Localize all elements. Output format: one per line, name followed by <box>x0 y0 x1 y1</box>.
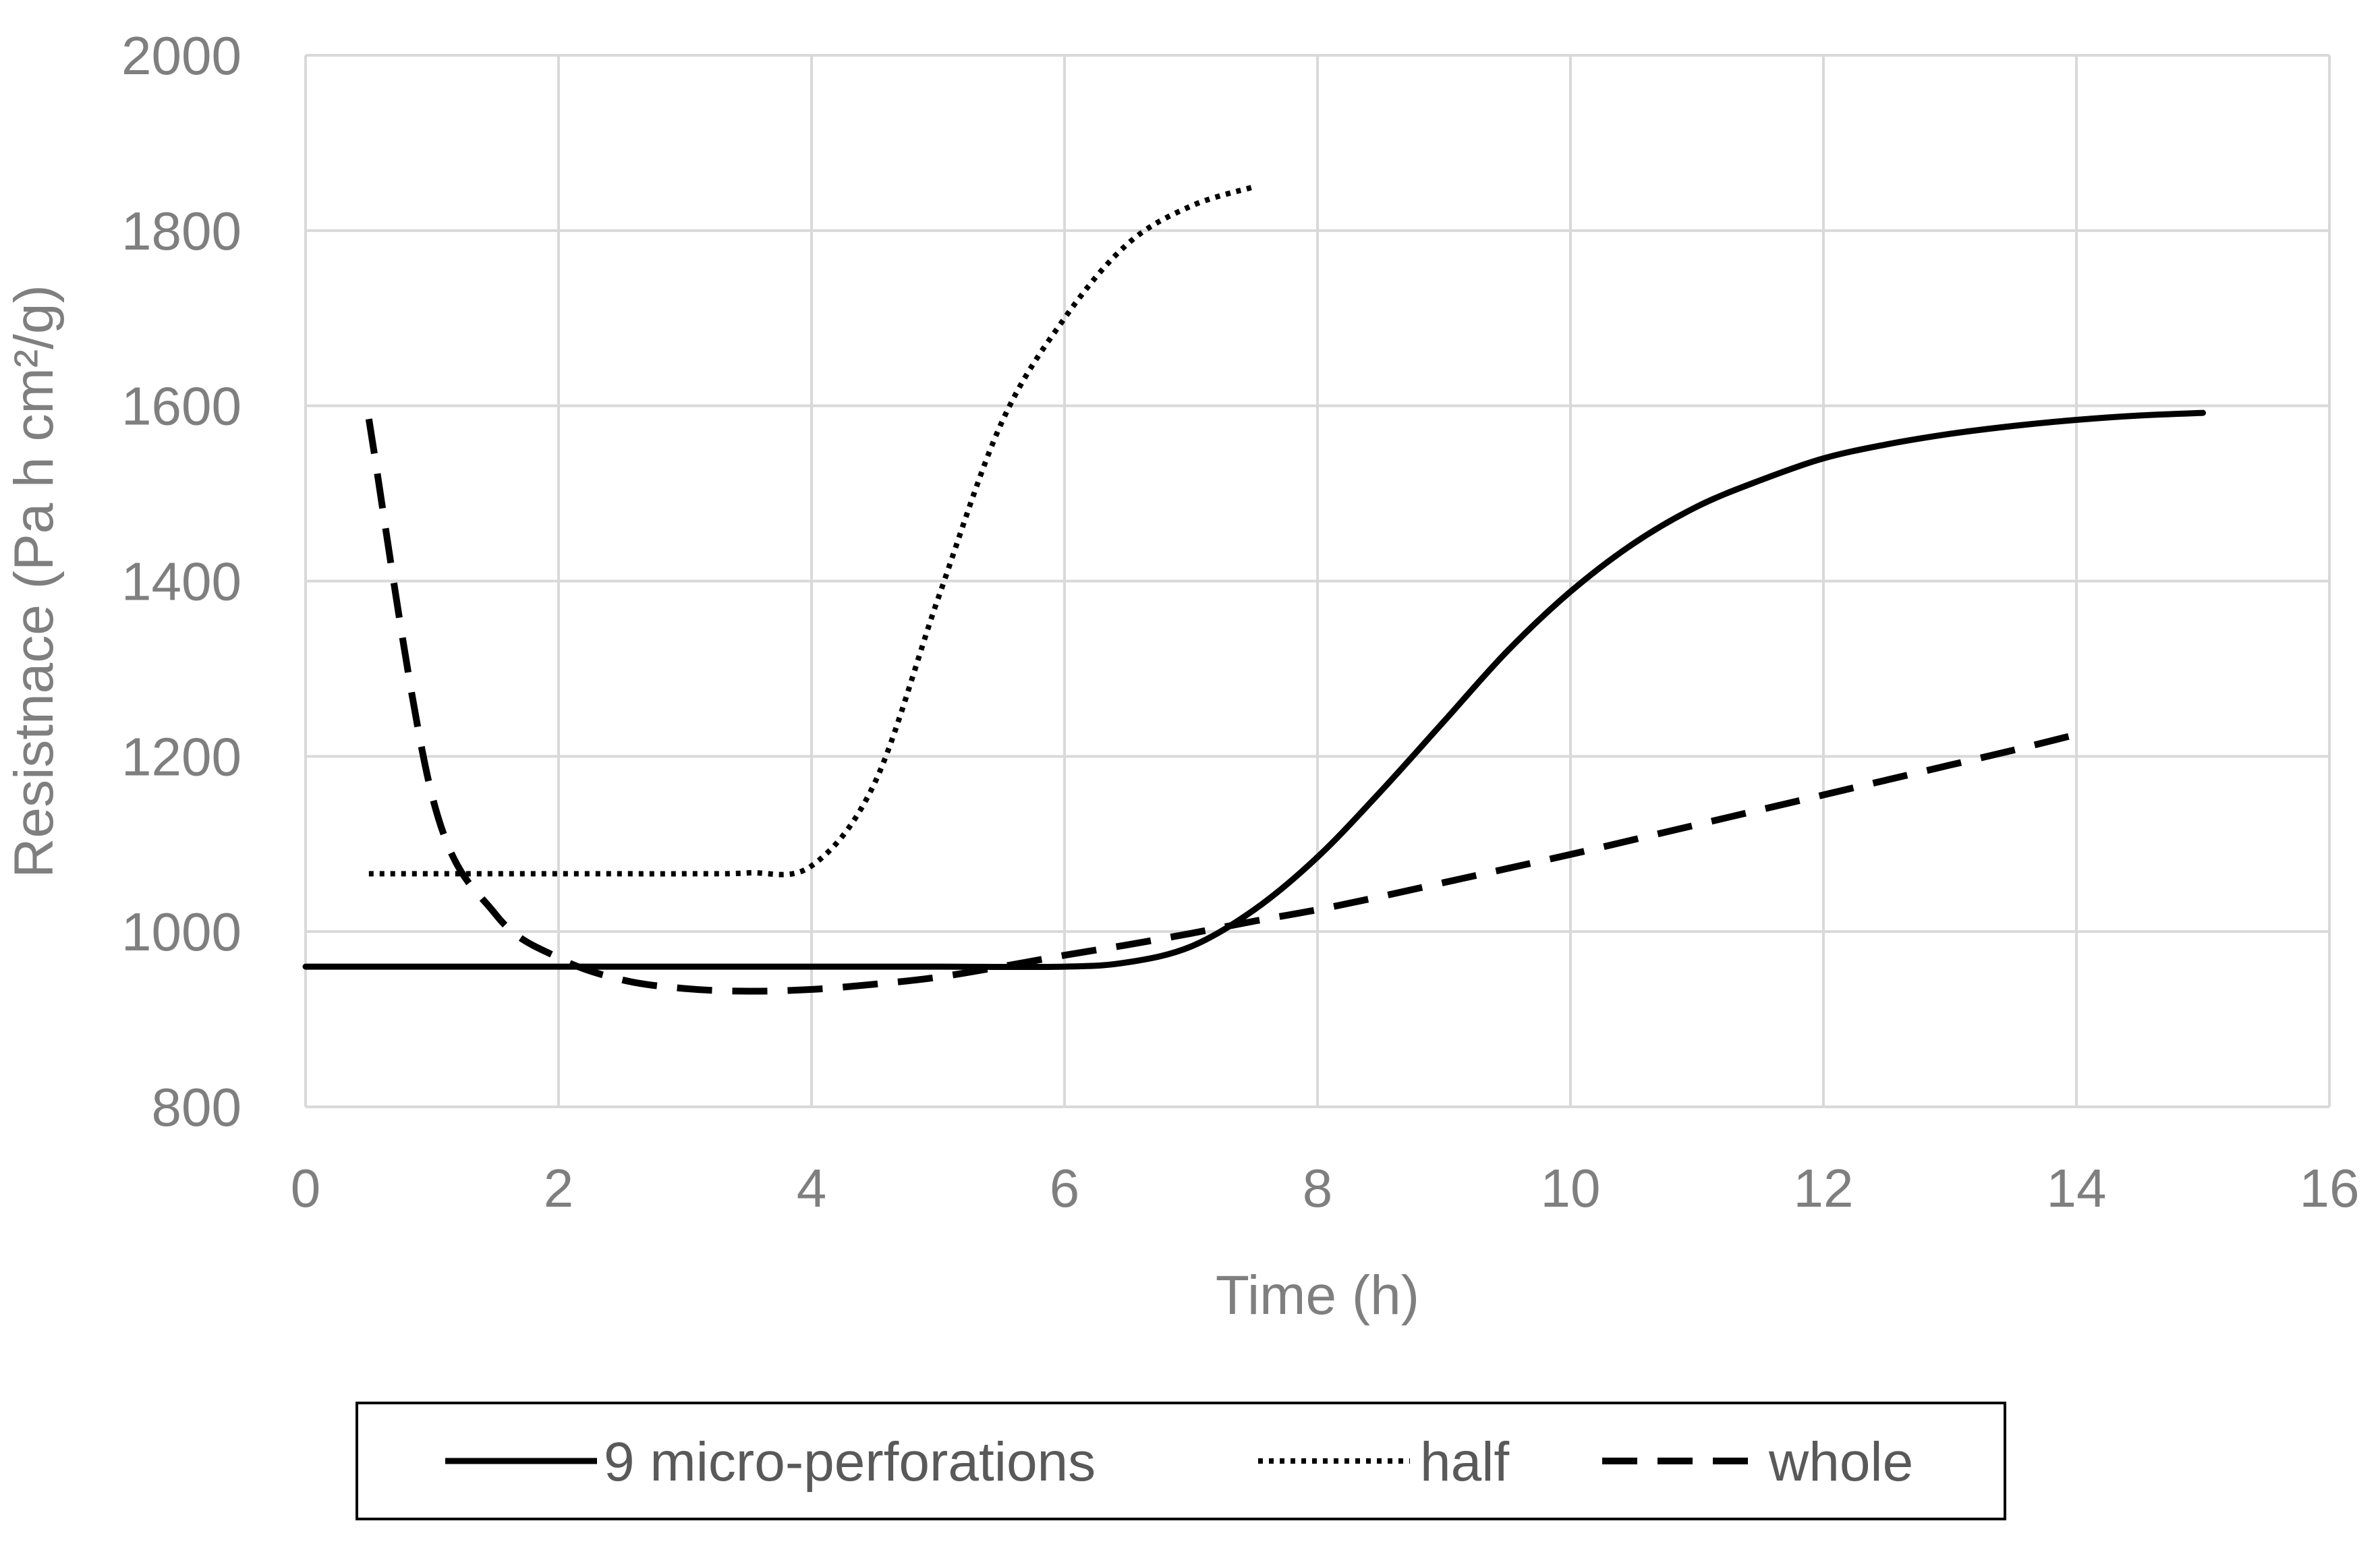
x-tick-label: 0 <box>291 1158 321 1218</box>
legend-label: whole <box>1768 1431 1913 1493</box>
y-tick-label: 2000 <box>121 26 242 86</box>
x-tick-label: 4 <box>797 1158 827 1218</box>
y-axis-title: Resistnace (Pa h cm²/g) <box>3 285 65 878</box>
x-tick-label: 8 <box>1303 1158 1333 1218</box>
x-tick-label: 12 <box>1794 1158 1854 1218</box>
legend: 9 micro-perforations half whole <box>356 1402 2006 1520</box>
tick-labels: 800 1000 1200 1400 1600 1800 2000 0 2 4 6 8 10 12 14 16 <box>121 26 2359 1218</box>
x-tick-label: 14 <box>2047 1158 2107 1218</box>
y-tick-label: 1400 <box>121 552 242 612</box>
series-lines <box>302 184 2206 995</box>
x-tick-label: 16 <box>2300 1158 2360 1218</box>
series-line-whole <box>365 418 2078 995</box>
y-tick-label: 1000 <box>121 902 242 962</box>
legend-items: 9 micro-perforations half whole <box>445 1431 1913 1493</box>
legend-label: 9 micro-perforations <box>604 1431 1096 1493</box>
x-tick-label: 6 <box>1050 1158 1080 1218</box>
y-tick-label: 1200 <box>121 726 242 786</box>
y-tick-label: 1800 <box>121 201 242 261</box>
x-tick-label: 10 <box>1541 1158 1601 1218</box>
gridlines <box>304 54 2331 1108</box>
x-tick-label: 2 <box>544 1158 574 1218</box>
y-tick-label: 1600 <box>121 376 242 436</box>
series-line-half <box>368 184 1255 878</box>
series-line-9-micro-perforations <box>302 409 2206 971</box>
legend-label: half <box>1420 1431 1509 1493</box>
x-axis-title: Time (h) <box>1216 1265 1419 1326</box>
y-tick-label: 800 <box>152 1077 242 1137</box>
